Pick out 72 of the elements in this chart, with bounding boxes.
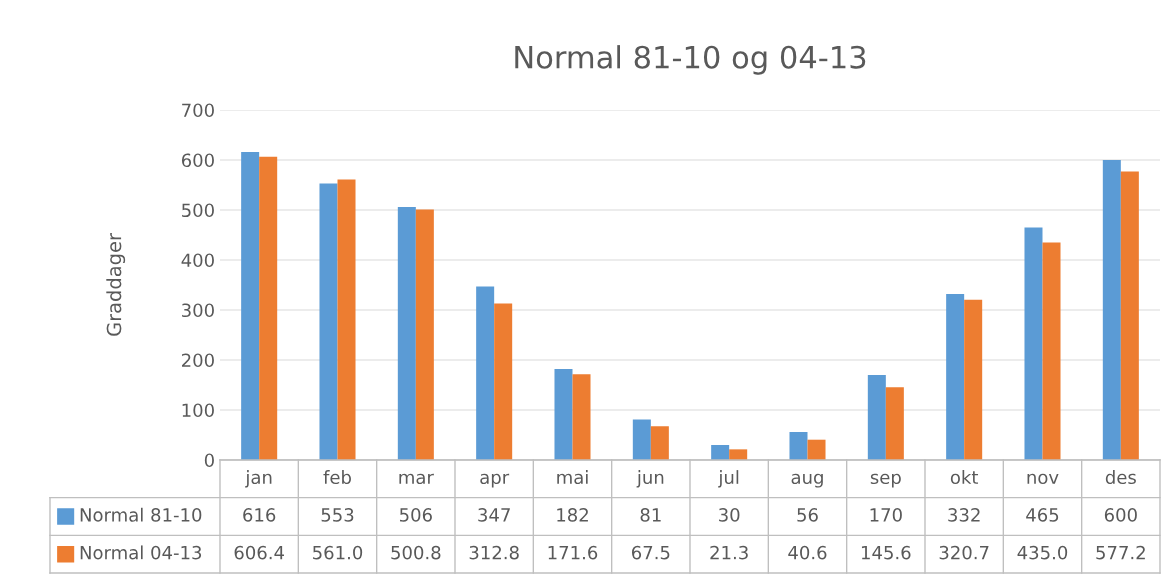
data-label: 600 [1104,508,1137,522]
data-label: 182 [557,508,588,522]
data-label: 145.6 [861,545,911,560]
data-label: 332 [948,508,980,522]
data-label: 435.0 [1017,545,1068,560]
data-label: 347 [478,508,510,522]
legend-label: Normal 81-10 [80,507,202,522]
bar [1042,242,1061,460]
bar [397,207,416,460]
x-tick-label: mar [399,473,434,485]
bar [1120,171,1139,460]
data-label: 561.0 [313,545,363,560]
y-tick-label: 400 [181,253,214,268]
bar [259,156,278,460]
y-tick-label: 100 [182,403,214,418]
bar [1102,160,1121,460]
bar [319,183,338,460]
data-label: 40.6 [788,545,827,560]
data-label: 312.8 [469,545,519,560]
data-label: 21.3 [710,545,748,560]
data-label: 30 [719,508,740,522]
data-label: 553 [321,508,354,522]
y-tick-label: 0 [204,453,214,468]
x-tick-label: okt [950,470,979,485]
y-axis-title: Graddager [106,233,126,336]
bar [885,387,904,460]
bar [729,449,748,460]
bar [337,179,356,460]
x-tick-label: feb [323,470,351,485]
bar [946,294,965,460]
data-label: 170 [870,508,902,522]
data-label: 606.4 [234,545,284,560]
x-tick-label: nov [1027,473,1059,485]
bar [867,375,886,460]
legend-label: Normal 04-13 [80,545,202,560]
data-label: 500.8 [391,545,441,560]
y-tick-label: 700 [182,103,214,118]
bar [415,209,434,460]
bar [632,419,651,460]
bar [1024,227,1043,460]
bar [789,432,808,460]
bar [554,369,573,460]
y-tick-label: 300 [182,303,214,318]
bar [494,303,513,460]
chart-title: Normal 81-10 og 04-13 [515,45,866,75]
bar [964,299,983,460]
x-tick-label: jun [636,470,664,488]
data-label: 465 [1026,508,1059,522]
x-tick-label: sep [870,473,901,488]
x-tick-label: aug [791,473,823,488]
x-tick-label: des [1105,470,1136,485]
bar [807,439,826,460]
x-tick-label: apr [480,473,510,488]
bar [711,445,730,460]
bar [650,426,669,460]
data-label: 171.6 [548,545,598,560]
y-tick-label: 600 [181,153,214,168]
data-label: 81 [640,508,661,522]
bar [476,286,495,460]
data-label: 506 [400,508,432,522]
data-label: 56 [797,508,818,522]
x-tick-label: jul [718,470,739,488]
data-label: 577.2 [1096,545,1145,560]
y-tick-label: 500 [182,203,214,218]
x-tick-label: mai [557,470,588,485]
data-label: 320.7 [939,545,989,560]
data-label: 616 [243,508,276,522]
data-label: 67.5 [631,545,670,560]
bar [572,374,591,460]
bar [241,152,260,460]
x-tick-label: jan [245,470,272,488]
y-tick-label: 200 [182,353,214,368]
